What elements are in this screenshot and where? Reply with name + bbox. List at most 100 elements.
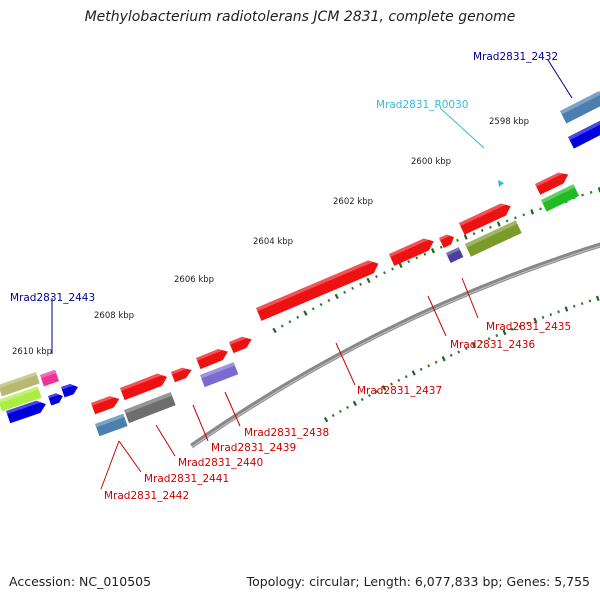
gene-label: Mrad2831_R0030: [376, 99, 468, 111]
gene-feature: [229, 336, 252, 354]
inner-tick-mark: [449, 353, 453, 357]
outer-tick-mark: [514, 216, 517, 220]
gene-feature: [0, 371, 40, 397]
inner-tick-mark: [331, 413, 335, 418]
gene-label: Mrad2831_2443: [10, 292, 95, 304]
label-leader: [335, 342, 356, 386]
inner-tick-mark: [338, 409, 342, 413]
outer-tick-mark: [581, 193, 584, 197]
inner-tick-mark: [360, 397, 364, 402]
gene-feature: [459, 203, 511, 235]
tick-label: 2604 kbp: [253, 237, 293, 247]
outer-tick-mark: [334, 293, 339, 300]
gene-feature: [560, 91, 600, 124]
gene-feature: [6, 400, 46, 424]
outer-tick-mark: [343, 290, 347, 294]
inner-tick-mark: [557, 310, 560, 314]
outer-tick-mark: [439, 245, 443, 249]
outer-tick-mark: [407, 259, 411, 264]
label-leader: [439, 107, 485, 149]
label-leader: [192, 404, 209, 442]
inner-tick-mark: [419, 367, 423, 371]
outer-tick-mark: [398, 262, 403, 268]
outer-tick-mark: [423, 252, 427, 256]
outer-tick-mark: [296, 315, 300, 319]
inner-tick-mark: [518, 324, 522, 328]
outer-tick-mark: [530, 209, 535, 215]
inner-tick-mark: [495, 334, 499, 338]
inner-tick-mark: [564, 306, 569, 312]
gene-feature: [389, 238, 434, 266]
outer-tick-ring: [272, 187, 600, 334]
inner-tick-mark: [404, 375, 408, 379]
gene-label: Mrad2831_2437: [357, 385, 442, 397]
gene-features: [0, 91, 600, 437]
outer-tick-mark: [480, 228, 484, 232]
label-leader: [155, 424, 176, 457]
topology-text: Topology: circular; Length: 6,077,833 bp…: [246, 574, 590, 589]
inner-tick-mark: [323, 416, 329, 423]
tick-label: 2602 kbp: [333, 197, 373, 207]
gene-feature: [465, 220, 522, 257]
inner-tick-mark: [533, 317, 538, 324]
label-leader: [427, 295, 447, 337]
gene-feature: [200, 362, 239, 388]
gene-feature: [446, 247, 464, 263]
inner-tick-mark: [434, 360, 438, 364]
inner-tick-mark: [541, 315, 545, 319]
gene-label: Mrad2831_2440: [178, 457, 263, 469]
inner-tick-mark: [411, 370, 416, 376]
inner-tick-mark: [549, 313, 553, 317]
inner-tick-mark: [368, 394, 371, 398]
inner-tick-mark: [346, 405, 350, 409]
inner-tick-mark: [441, 356, 446, 362]
inner-tick-mark: [487, 337, 491, 341]
outer-tick-mark: [272, 327, 277, 334]
label-leader-lines: [51, 59, 573, 490]
gene-feature: [48, 393, 63, 406]
outer-tick-mark: [539, 207, 542, 211]
gene-label: Mrad2831_2438: [244, 427, 329, 439]
outer-tick-mark: [359, 282, 363, 286]
tick-labels: 2598 kbp 2600 kbp 2602 kbp 2604 kbp 2606 kbp…: [12, 117, 529, 357]
map-title: Methylobacterium radiotolerans JCM 2831,…: [84, 9, 516, 25]
label-leader: [461, 277, 479, 319]
inner-tick-mark: [382, 385, 387, 391]
genome-backbone: [190, 242, 600, 449]
outer-tick-mark: [505, 219, 509, 223]
gene-label: Mrad2831_2432: [473, 51, 558, 63]
inner-tick-mark: [526, 321, 529, 325]
outer-tick-mark: [288, 320, 292, 324]
inner-tick-mark: [390, 382, 393, 386]
gene-label: Mrad2831_2439: [211, 442, 296, 454]
gene-feature: [171, 367, 192, 383]
outer-tick-mark: [496, 221, 501, 227]
outer-tick-mark: [327, 298, 331, 303]
outer-tick-mark: [589, 190, 593, 194]
gene-feature: [61, 383, 78, 398]
inner-tick-mark: [588, 299, 592, 303]
accession-text: Accession: NC_010505: [9, 574, 152, 589]
gene-feature: [123, 392, 176, 424]
tick-label: 2600 kbp: [411, 157, 451, 167]
outer-tick-mark: [489, 225, 492, 229]
gene-feature: [95, 413, 128, 437]
gene-label: Mrad2831_2442: [104, 490, 189, 502]
tick-label: 2610 kbp: [12, 347, 52, 357]
inner-tick-mark: [471, 342, 476, 349]
gene-feature: [91, 396, 120, 415]
inner-tick-mark: [457, 350, 461, 354]
label-leader: [224, 391, 241, 427]
outer-tick-mark: [280, 324, 284, 328]
gene-feature: [196, 349, 228, 370]
outer-tick-mark: [383, 271, 386, 275]
outer-tick-mark: [303, 310, 308, 316]
gene-feature: [40, 369, 60, 387]
tick-label: 2608 kbp: [94, 311, 134, 321]
gene-feature: [568, 118, 600, 149]
label-leader: [547, 59, 573, 99]
inner-tick-mark: [375, 390, 379, 394]
tick-label: 2606 kbp: [174, 275, 214, 285]
gene-feature: [498, 180, 504, 187]
